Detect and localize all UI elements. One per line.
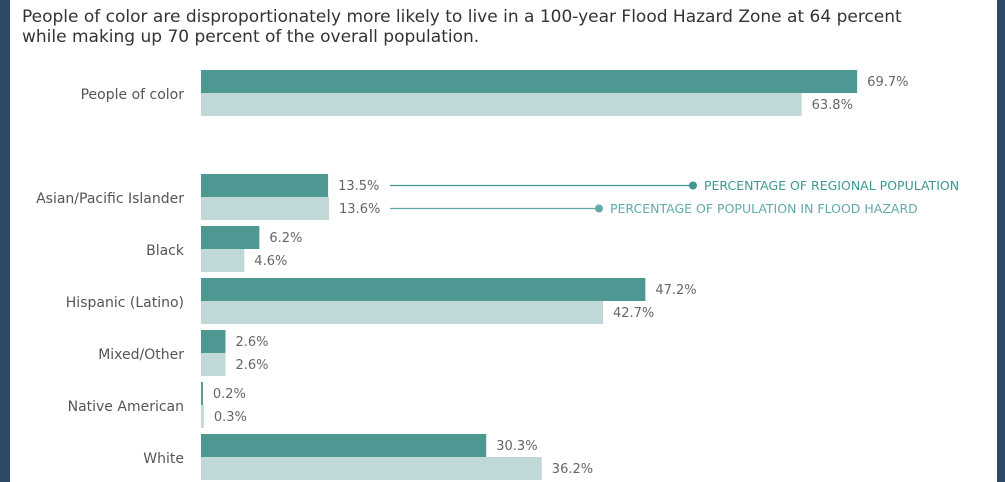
legend-label: PERCENTAGE OF POPULATION IN FLOOD HAZARD	[610, 201, 918, 216]
legend-dot	[595, 204, 603, 213]
bar	[201, 197, 330, 220]
chart-title: People of color are disproportionately m…	[22, 7, 902, 27]
bar	[201, 226, 260, 249]
category-label: Native American	[68, 399, 184, 415]
bar	[201, 249, 245, 272]
bar	[201, 301, 603, 324]
value-label: 36.2%	[552, 462, 593, 477]
bar	[201, 278, 646, 301]
bar	[201, 434, 487, 457]
value-label: 4.6%	[254, 254, 287, 269]
value-label: 13.6%	[339, 202, 380, 217]
bar	[201, 382, 203, 405]
bar	[201, 174, 329, 197]
category-label: People of color	[81, 87, 185, 103]
bar	[201, 70, 858, 93]
category-label: White	[143, 451, 184, 467]
category-label: Mixed/Other	[98, 347, 184, 363]
category-label: Black	[146, 243, 185, 259]
bar	[201, 405, 204, 428]
value-label: 63.8%	[812, 98, 853, 113]
value-label: 13.5%	[338, 179, 379, 194]
category-label: Hispanic (Latino)	[66, 295, 184, 311]
bar	[201, 93, 802, 116]
value-label: 47.2%	[655, 283, 696, 298]
bar	[201, 353, 226, 376]
bar	[201, 330, 226, 353]
value-label: 6.2%	[269, 231, 302, 246]
value-label: 30.3%	[496, 439, 537, 454]
bar	[201, 457, 542, 480]
legend-dot	[689, 181, 697, 190]
value-label: 2.6%	[235, 335, 268, 350]
value-label: 69.7%	[867, 75, 908, 90]
value-label: 0.3%	[214, 410, 247, 425]
legend-label: PERCENTAGE OF REGIONAL POPULATION	[704, 178, 959, 193]
category-label: Asian/Pacific Islander	[36, 191, 184, 207]
chart-title: while making up 70 percent of the overal…	[22, 27, 479, 47]
value-label: 2.6%	[235, 358, 268, 373]
value-label: 42.7%	[613, 306, 654, 321]
value-label: 0.2%	[213, 387, 246, 402]
